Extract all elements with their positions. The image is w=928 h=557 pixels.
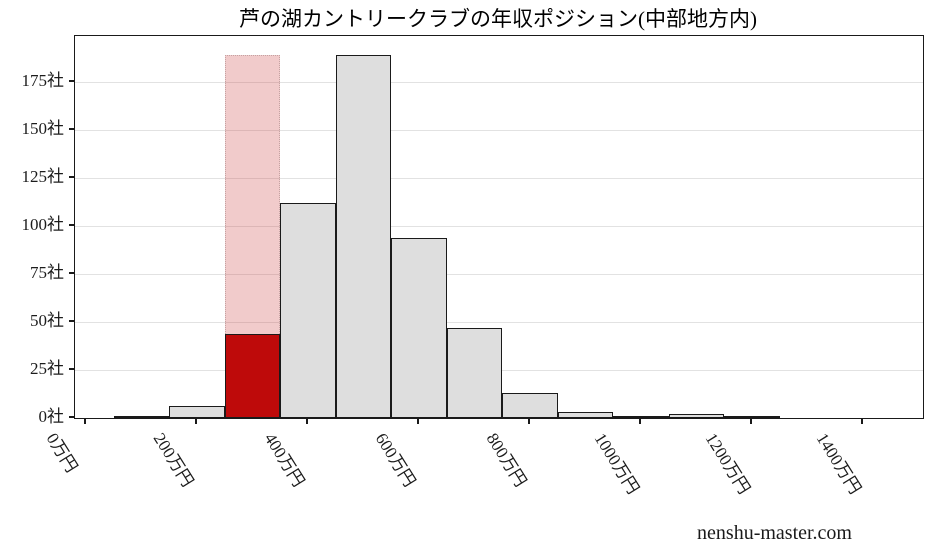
histogram-bar-highlighted bbox=[224, 333, 281, 418]
y-tick-label: 100社 bbox=[21, 215, 65, 235]
y-tick-label: 175社 bbox=[21, 71, 65, 91]
y-tick-label: 50社 bbox=[30, 311, 64, 331]
x-tick-mark bbox=[195, 418, 197, 424]
watermark: nenshu-master.com bbox=[697, 522, 852, 544]
y-tick-mark bbox=[69, 176, 74, 178]
x-tick-mark bbox=[750, 418, 752, 424]
histogram-bar bbox=[446, 327, 503, 418]
gridline bbox=[75, 274, 923, 276]
x-tick-mark bbox=[84, 418, 86, 424]
x-tick-mark bbox=[417, 418, 419, 424]
histogram-bar bbox=[391, 237, 447, 418]
x-tick-label: 400万円 bbox=[260, 429, 308, 491]
y-tick-label: 75社 bbox=[30, 263, 64, 283]
x-tick-mark bbox=[639, 418, 641, 424]
x-tick-label: 800万円 bbox=[482, 429, 530, 491]
y-tick-label: 125社 bbox=[21, 167, 65, 187]
gridline bbox=[75, 226, 923, 228]
histogram-bar bbox=[557, 412, 614, 418]
chart-title: 芦の湖カントリークラブの年収ポジション(中部地方内) bbox=[239, 7, 757, 31]
histogram-bar bbox=[724, 416, 780, 419]
histogram-bar bbox=[668, 414, 725, 418]
x-tick-mark bbox=[528, 418, 530, 424]
y-tick-mark bbox=[69, 224, 74, 226]
histogram-bar bbox=[335, 55, 392, 418]
y-tick-label: 150社 bbox=[21, 119, 65, 139]
plot-area bbox=[74, 35, 924, 419]
y-tick-mark bbox=[69, 368, 74, 370]
y-tick-mark bbox=[69, 80, 74, 82]
y-tick-label: 25社 bbox=[30, 359, 64, 378]
histogram-bar bbox=[613, 416, 669, 419]
x-tick-mark bbox=[861, 418, 863, 424]
gridline bbox=[75, 82, 923, 84]
histogram-bar bbox=[113, 416, 170, 419]
x-tick-label: 1200万円 bbox=[702, 429, 755, 498]
y-tick-mark bbox=[69, 272, 74, 274]
gridline bbox=[75, 130, 923, 132]
x-tick-label: 1400万円 bbox=[813, 429, 866, 498]
y-tick-mark bbox=[69, 320, 74, 322]
x-tick-label: 600万円 bbox=[371, 429, 419, 491]
histogram-bar bbox=[169, 406, 225, 418]
x-tick-mark bbox=[306, 418, 308, 424]
x-tick-label: 0万円 bbox=[42, 429, 82, 476]
y-tick-label: 0社 bbox=[38, 407, 65, 426]
histogram-bar bbox=[502, 393, 558, 418]
y-tick-mark bbox=[69, 416, 74, 418]
x-tick-label: 200万円 bbox=[149, 429, 197, 491]
gridline bbox=[75, 322, 923, 324]
histogram-bar bbox=[280, 203, 336, 418]
gridline bbox=[75, 178, 923, 180]
y-tick-mark bbox=[69, 128, 74, 130]
x-tick-label: 1000万円 bbox=[591, 429, 644, 498]
